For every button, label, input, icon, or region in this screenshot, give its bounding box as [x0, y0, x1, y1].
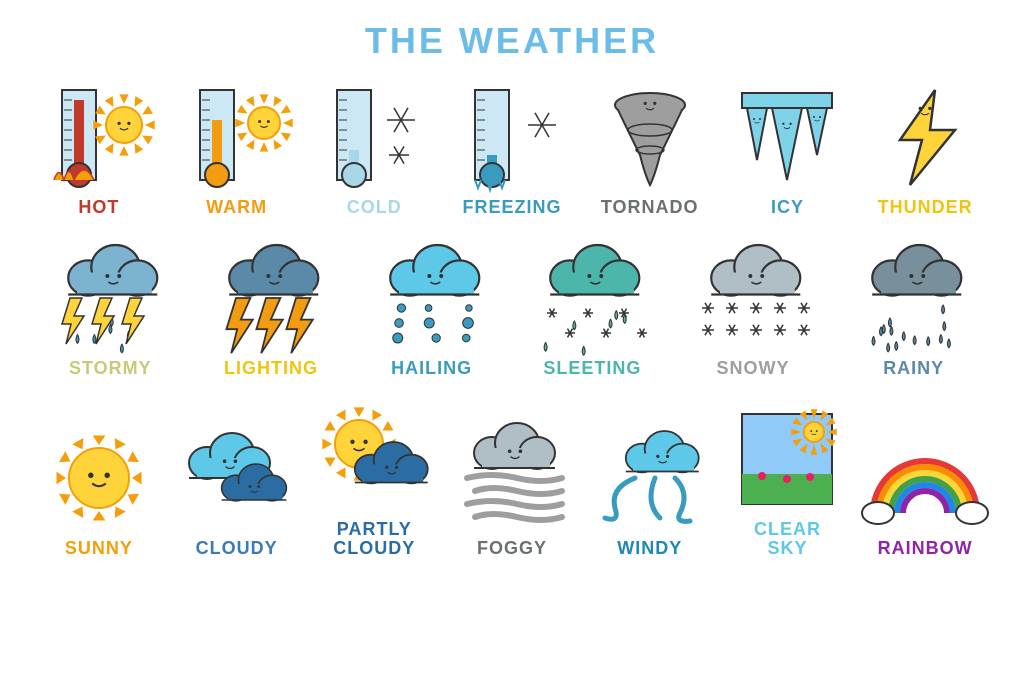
weather-cell-icy: ICY: [719, 82, 857, 218]
partlycloudy-label: PARTLY CLOUDY: [333, 520, 415, 560]
weather-cell-sleeting: SLEETING: [512, 243, 673, 379]
hailing-label: HAILING: [391, 359, 472, 379]
lighting-label: LIGHTING: [224, 359, 318, 379]
weather-cell-rainbow: RAINBOW: [856, 423, 994, 559]
tornado-icon: [600, 82, 700, 192]
weather-cell-thunder: THUNDER: [856, 82, 994, 218]
weather-cell-hailing: HAILING: [351, 243, 512, 379]
weather-cell-partlycloudy: PARTLY CLOUDY: [305, 404, 443, 560]
weather-row: HOT WARM COLD FREEZING TORNADO ICY THUNDER: [30, 82, 994, 218]
sleeting-icon: [527, 243, 657, 353]
rainbow-icon: [860, 423, 990, 533]
cloudy-label: CLOUDY: [196, 539, 278, 559]
weather-row: STORMY LIGHTING HAILING SLEETING SNOWY RAINY: [30, 243, 994, 379]
weather-cell-lighting: LIGHTING: [191, 243, 352, 379]
warm-icon: [182, 82, 292, 192]
stormy-label: STORMY: [69, 359, 152, 379]
foggy-label: FOGGY: [477, 539, 547, 559]
weather-cell-cloudy: CLOUDY: [168, 423, 306, 559]
sleeting-label: SLEETING: [543, 359, 641, 379]
snowy-icon: [688, 243, 818, 353]
weather-cell-stormy: STORMY: [30, 243, 191, 379]
foggy-icon: [452, 423, 572, 533]
cold-icon: [319, 82, 429, 192]
freezing-label: FREEZING: [463, 198, 562, 218]
sunny-icon: [44, 423, 154, 533]
weather-cell-foggy: FOGGY: [443, 423, 581, 559]
weather-cell-cold: COLD: [305, 82, 443, 218]
cold-label: COLD: [347, 198, 402, 218]
weather-cell-tornado: TORNADO: [581, 82, 719, 218]
clearsky-label: CLEAR SKY: [754, 520, 821, 560]
partlycloudy-icon: [309, 404, 439, 514]
sunny-label: SUNNY: [65, 539, 133, 559]
snowy-label: SNOWY: [717, 359, 790, 379]
hailing-icon: [367, 243, 497, 353]
page-title: THE WEATHER: [30, 20, 994, 62]
weather-row: SUNNY CLOUDY PARTLY CLOUDY FOGGY WINDY CLEAR …: [30, 404, 994, 560]
weather-cell-rainy: RAINY: [833, 243, 994, 379]
clearsky-icon: [732, 404, 842, 514]
weather-cell-snowy: SNOWY: [673, 243, 834, 379]
windy-label: WINDY: [617, 539, 682, 559]
warm-label: WARM: [206, 198, 267, 218]
weather-grid: HOT WARM COLD FREEZING TORNADO ICY THUNDER STOR…: [30, 82, 994, 559]
thunder-label: THUNDER: [878, 198, 973, 218]
rainbow-label: RAINBOW: [878, 539, 973, 559]
weather-cell-hot: HOT: [30, 82, 168, 218]
windy-icon: [590, 423, 710, 533]
lighting-icon: [206, 243, 336, 353]
icy-label: ICY: [771, 198, 804, 218]
rainy-label: RAINY: [883, 359, 944, 379]
weather-cell-freezing: FREEZING: [443, 82, 581, 218]
freezing-icon: [457, 82, 567, 192]
thunder-icon: [880, 82, 970, 192]
hot-icon: [44, 82, 154, 192]
weather-cell-clearsky: CLEAR SKY: [719, 404, 857, 560]
tornado-label: TORNADO: [601, 198, 699, 218]
rainy-icon: [849, 243, 979, 353]
weather-cell-windy: WINDY: [581, 423, 719, 559]
weather-cell-sunny: SUNNY: [30, 423, 168, 559]
icy-icon: [732, 82, 842, 192]
weather-cell-warm: WARM: [168, 82, 306, 218]
stormy-icon: [45, 243, 175, 353]
hot-label: HOT: [78, 198, 119, 218]
cloudy-icon: [172, 423, 302, 533]
